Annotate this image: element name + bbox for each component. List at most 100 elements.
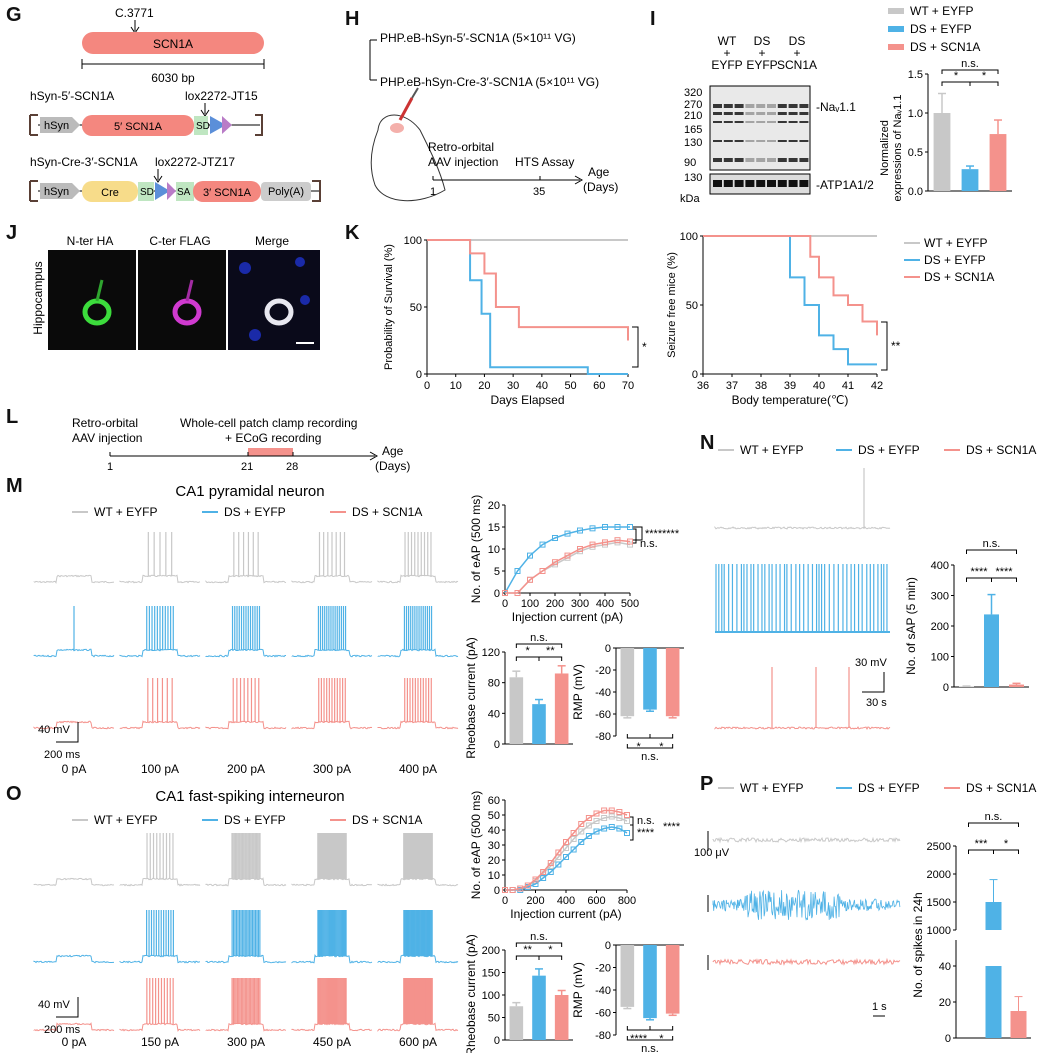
j-title1: N-ter HA (67, 234, 114, 248)
y-tick-label: 80 (488, 678, 500, 690)
j-region: Hippocampus (31, 261, 45, 334)
bar (532, 704, 546, 744)
blot-band (713, 112, 722, 115)
sig-bracket (515, 643, 563, 648)
panel-letter-m: M (6, 475, 23, 497)
j-title2: C-ter FLAG (149, 234, 210, 248)
data-point (555, 861, 562, 868)
blot-band (777, 104, 787, 108)
interneuron-trace (377, 877, 459, 887)
blot-band (788, 140, 798, 142)
blot-group-label: WT (718, 34, 737, 48)
y-tick-label: 150 (482, 968, 500, 980)
x-tick-label: 36 (697, 380, 709, 392)
sig-label: ** (546, 645, 555, 657)
sa-label: SA (177, 187, 191, 198)
y-tick-label: 2500 (927, 841, 951, 853)
n-scale-bar (862, 672, 885, 693)
data-point (524, 882, 531, 889)
bar (532, 975, 546, 1040)
interneuron-trace (33, 954, 115, 964)
bar (665, 648, 680, 717)
y-tick-label: 0 (692, 369, 698, 381)
l-step2: Whole-cell patch clamp recording (180, 416, 357, 430)
sig-label: *** (975, 838, 989, 850)
ecog-trace-ds (712, 889, 901, 921)
mouse-icon (370, 114, 446, 202)
panel-p: WT + EYFP DS + EYFP DS + SCN1A 100 μV 1 … (694, 781, 1036, 1045)
y-tick-label: 0 (945, 1033, 951, 1045)
sig-bracket (941, 69, 999, 74)
data-point (616, 815, 623, 821)
x-tick-label: 41 (842, 380, 854, 392)
bar (985, 966, 1002, 1038)
pyramidal-trace (33, 574, 115, 584)
data-point (578, 828, 585, 835)
pyramidal-trace (119, 648, 201, 658)
bar (643, 648, 657, 710)
y-tick-label: 100 (931, 652, 949, 664)
blot-band (745, 158, 755, 162)
sig-label: **** (995, 566, 1013, 578)
legend-ds-label: DS + EYFP (910, 22, 972, 36)
blot-band (756, 104, 766, 108)
pyramidal-trace (377, 574, 459, 584)
y-tick-label: 15 (488, 522, 500, 534)
cre-label: Cre (101, 187, 119, 199)
y-tick-label: 0 (494, 588, 500, 600)
blot-band2 (799, 180, 809, 187)
y-axis-label: Rheobase current (pA) (464, 637, 478, 758)
y-tick-label: 0 (943, 682, 949, 694)
data-point (585, 815, 592, 821)
j-title3: Merge (255, 234, 289, 248)
l-day1: 1 (107, 461, 113, 473)
sig-bracket (969, 81, 999, 86)
blot-group-label: DS (754, 34, 771, 48)
y-tick-label: 0 (494, 1035, 500, 1047)
y-tick-label: 0 (605, 940, 611, 952)
p-scale-v: 100 μV (694, 847, 730, 859)
itr-left2-icon (29, 180, 38, 202)
blot-band (723, 158, 733, 162)
data-point (563, 845, 569, 851)
blot-band (723, 140, 733, 142)
panel-g: C.3771 SCN1A 6030 bp hSyn-5′-SCN1A lox22… (29, 6, 321, 202)
legend-n-wt: WT + EYFP (740, 443, 803, 457)
panel-o: CA1 fast-spiking interneuron WT + EYFP D… (33, 788, 684, 1053)
l-age: Age (382, 444, 404, 458)
y-tick-label: 50 (686, 300, 698, 312)
data-point (502, 590, 508, 596)
blot-band (756, 121, 766, 123)
o-scale-v: 40 mV (38, 999, 70, 1011)
pyramidal-trace (291, 720, 373, 730)
data-point (502, 887, 508, 893)
x-axis-label: Injection current (pA) (512, 610, 623, 624)
sig-bracket (626, 1036, 674, 1041)
pyramidal-trace (33, 720, 115, 730)
blot-mw-label: 130 (684, 137, 702, 149)
y-axis-label: No. of eAP (500 ms) (469, 791, 483, 900)
bar (620, 648, 635, 717)
y-axis-label: Rheobase current (pA) (464, 934, 478, 1053)
vector1-label: PHP.eB-hSyn-5′-SCN1A (5×10¹¹ VG) (380, 31, 576, 45)
m-scale-h: 200 ms (44, 749, 81, 761)
current-step-label: 200 pA (227, 762, 265, 776)
legend-p-rescue: DS + SCN1A (966, 781, 1036, 795)
survival-line (427, 239, 629, 341)
legend-p-wt: WT + EYFP (740, 781, 803, 795)
sig-bracket (881, 321, 888, 371)
blot-band (799, 158, 809, 162)
sig-label: **** (662, 528, 680, 540)
x-tick-label: 60 (593, 380, 605, 392)
sig-bracket (538, 656, 563, 661)
y-tick-label: -40 (595, 985, 611, 997)
sd-label: SD (196, 121, 210, 132)
blot-mw-label: 165 (684, 124, 702, 136)
l-day28: 28 (286, 461, 298, 473)
data-point (552, 535, 558, 541)
pyramidal-trace (205, 574, 287, 584)
data-point (509, 887, 516, 893)
bar (643, 945, 657, 1019)
sig-bracket (966, 549, 1017, 554)
data-point (578, 821, 585, 827)
